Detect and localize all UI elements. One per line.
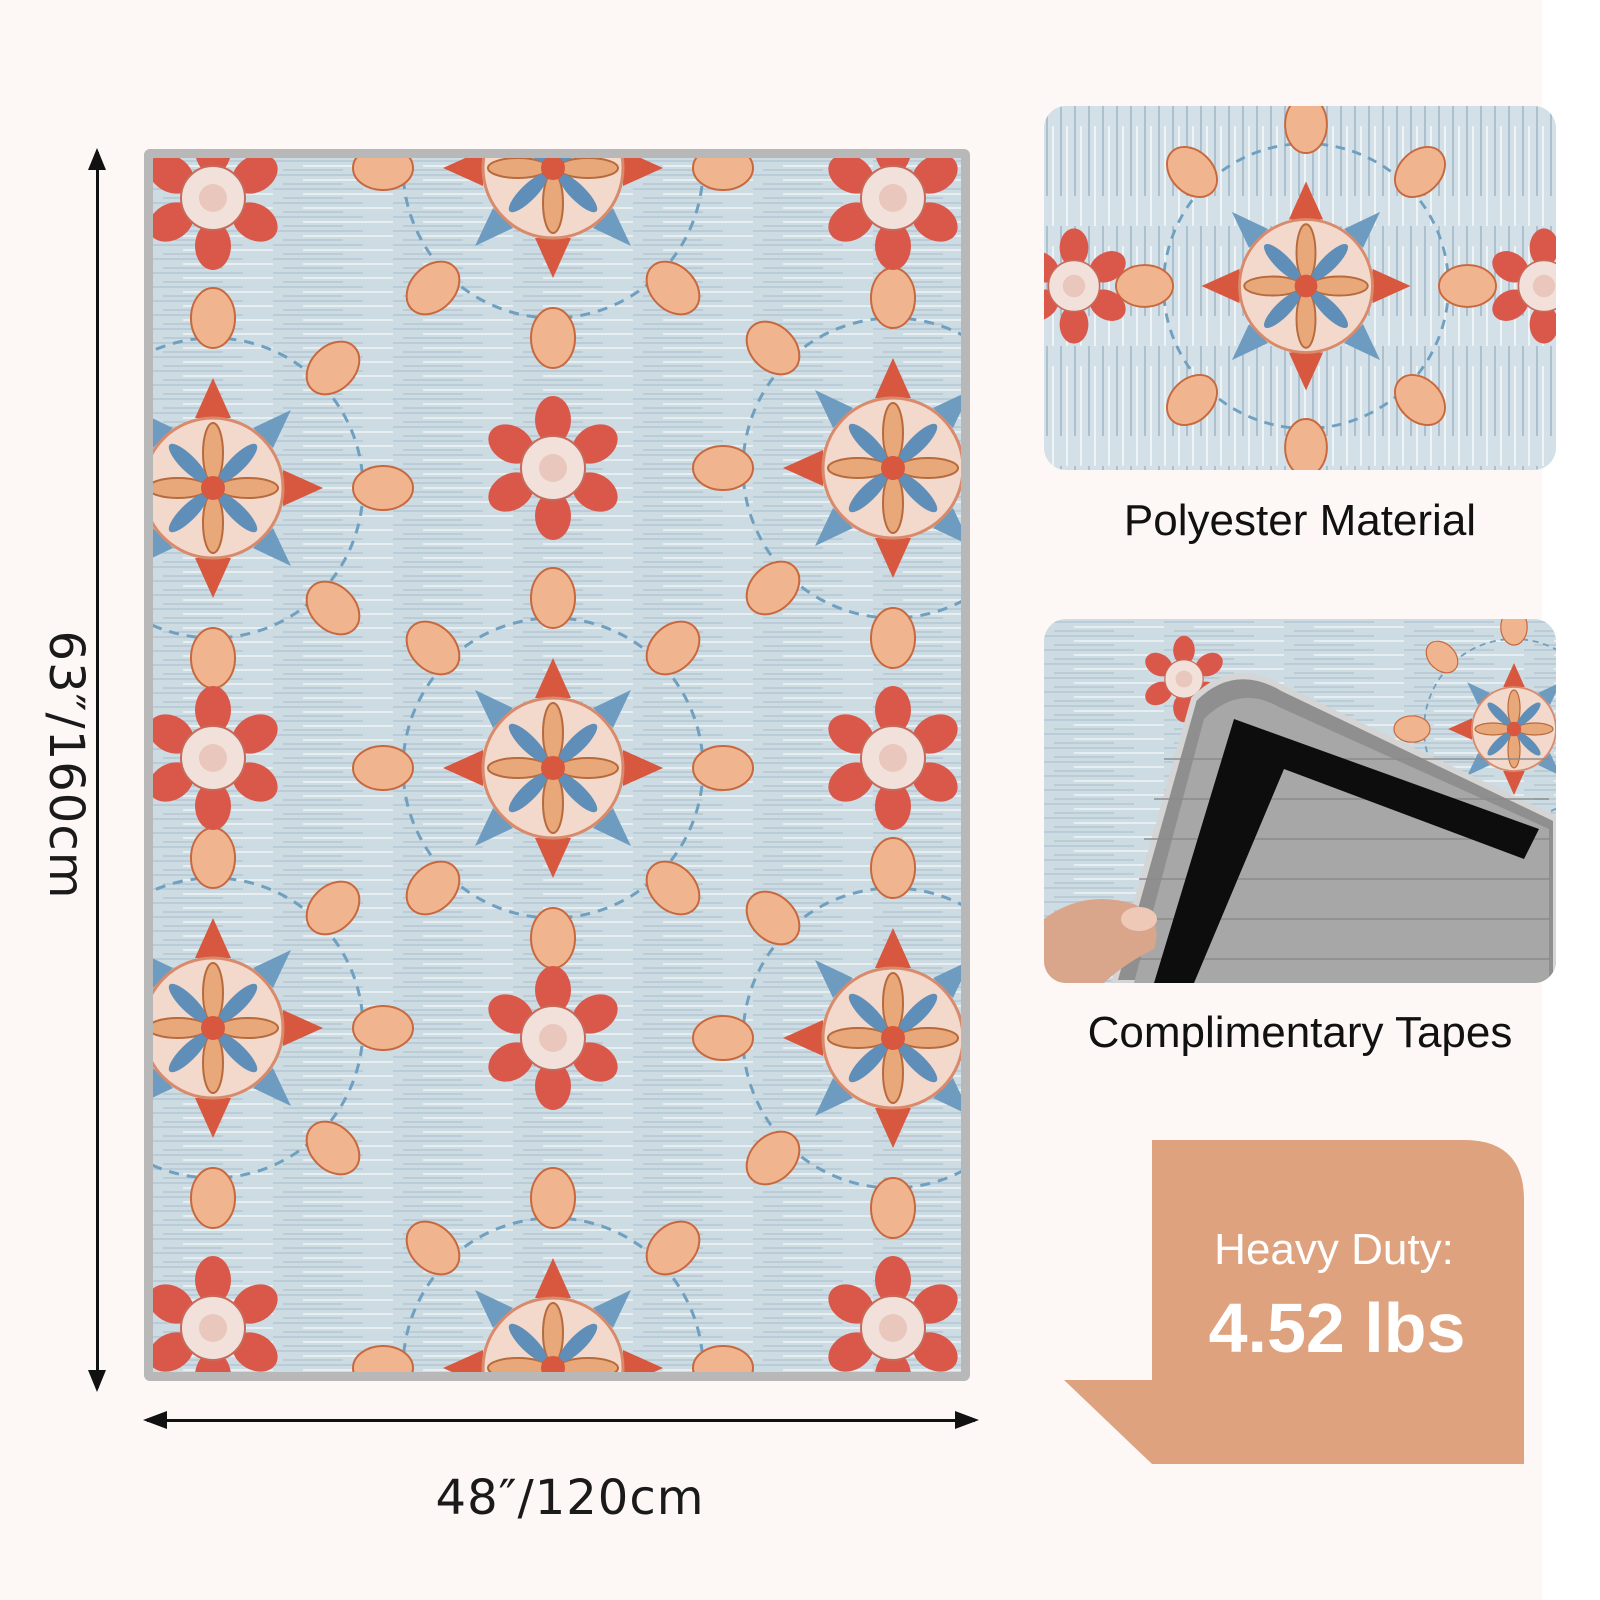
tapes-caption: Complimentary Tapes bbox=[1087, 1008, 1513, 1057]
tapes-image bbox=[1044, 619, 1556, 983]
rug-pattern bbox=[153, 158, 961, 1372]
height-dimension-arrow bbox=[88, 148, 106, 1392]
weight-badge-shape bbox=[1064, 1140, 1524, 1464]
weight-badge bbox=[1064, 1140, 1542, 1464]
width-dimension-label: 48″/120cm bbox=[435, 1470, 705, 1526]
material-texture-image bbox=[1044, 106, 1556, 470]
rug-tapes-closeup bbox=[1044, 619, 1556, 983]
height-dimension-label: 63″/160cm bbox=[38, 630, 94, 900]
weight-label: Heavy Duty: bbox=[1214, 1225, 1454, 1274]
width-dimension-arrow bbox=[143, 1411, 979, 1429]
polyester-material-closeup bbox=[1044, 106, 1556, 470]
rug-product-image bbox=[144, 149, 970, 1381]
weight-value: 4.52 lbs bbox=[1208, 1289, 1466, 1367]
material-caption: Polyester Material bbox=[1123, 496, 1477, 545]
